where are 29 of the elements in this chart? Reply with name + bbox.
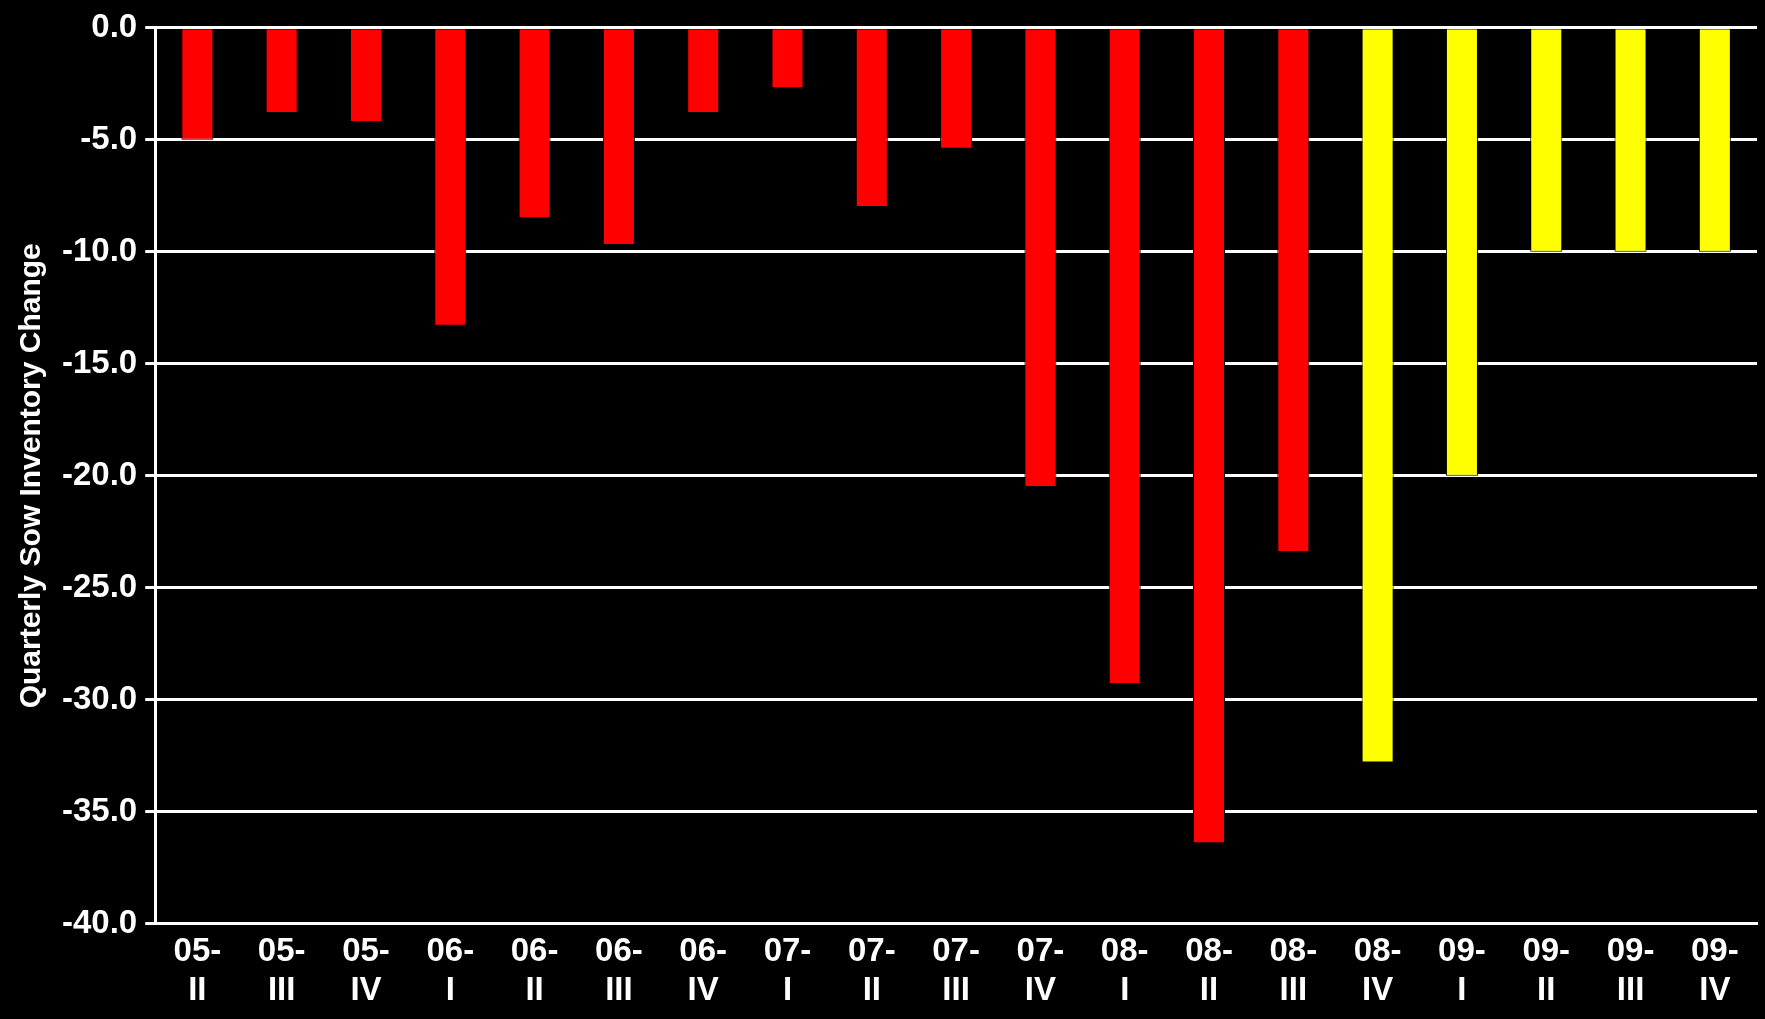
x-tick-label: 07-II bbox=[847, 930, 896, 1008]
y-axis-title: Quarterly Sow Inventory Change bbox=[13, 243, 47, 709]
x-tick-label: 08-I bbox=[1100, 930, 1149, 1008]
x-tick-label: 06-I bbox=[426, 930, 475, 1008]
x-tick-label: 09-II bbox=[1522, 930, 1571, 1008]
x-tick-label: 06-IV bbox=[679, 930, 728, 1008]
x-tick-label: 06-II bbox=[510, 930, 559, 1008]
y-tick-label: -35.0 bbox=[62, 790, 138, 828]
x-tick-label: 08-IV bbox=[1353, 930, 1402, 1008]
y-tick-label: -5.0 bbox=[80, 118, 138, 156]
x-tick-label: 07-I bbox=[763, 930, 812, 1008]
x-tick-label: 05-IV bbox=[342, 930, 390, 1008]
y-tick-label: -40.0 bbox=[62, 902, 138, 940]
y-tick-label: 0.0 bbox=[91, 6, 138, 44]
x-tick-label: 09-I bbox=[1438, 930, 1486, 1008]
y-tick-label: -30.0 bbox=[62, 678, 138, 716]
y-tick-label: -25.0 bbox=[62, 566, 138, 604]
x-tick-label: 05-III bbox=[257, 930, 306, 1008]
x-tick-label: 06-III bbox=[595, 930, 643, 1008]
x-tick-label: 09-IV bbox=[1691, 930, 1739, 1008]
x-tick-label: 07-III bbox=[932, 930, 980, 1008]
x-tick-label: 05-II bbox=[173, 930, 222, 1008]
x-tick-label: 09-III bbox=[1606, 930, 1655, 1008]
y-tick-label: -15.0 bbox=[62, 342, 138, 380]
x-tick-label: 07-IV bbox=[1016, 930, 1065, 1008]
x-tick-label: 08-II bbox=[1185, 930, 1233, 1008]
x-tick-label: 08-III bbox=[1269, 930, 1318, 1008]
y-tick-label: -10.0 bbox=[62, 230, 138, 268]
y-tick-label: -20.0 bbox=[62, 454, 138, 492]
